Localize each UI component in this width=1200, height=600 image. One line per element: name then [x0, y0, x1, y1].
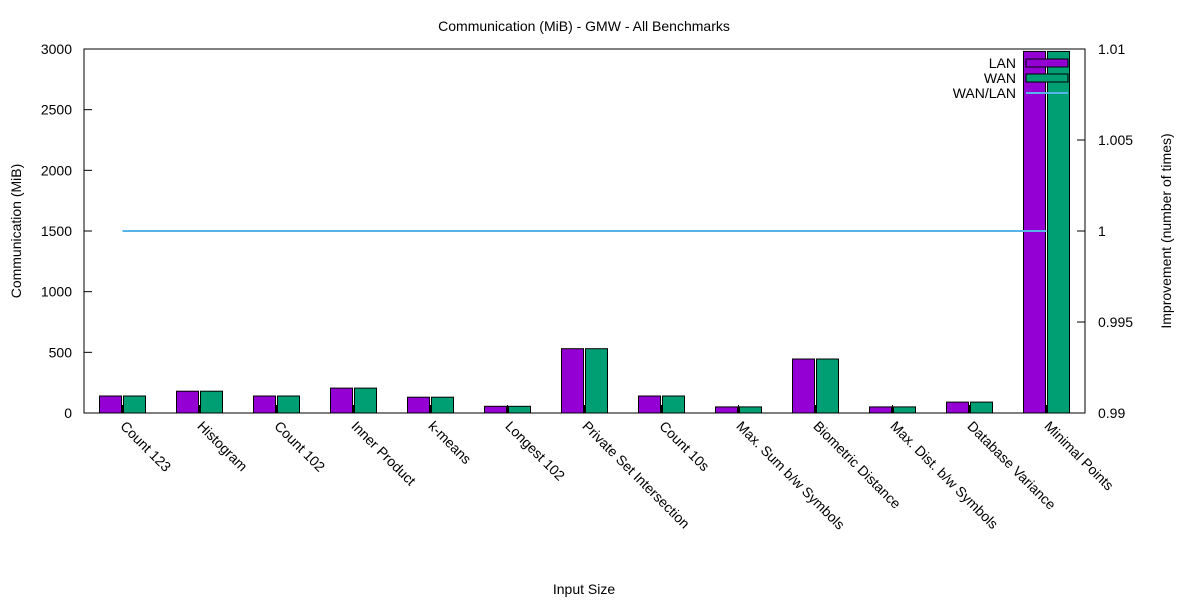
- bar-lan-4: [330, 387, 353, 414]
- x-tick-label: Longest 102: [502, 418, 568, 484]
- bar-lan-11: [869, 406, 892, 414]
- legend-label: LAN: [989, 55, 1016, 71]
- x-tick-label: Count 102: [271, 418, 328, 475]
- y-tick-label: 1500: [41, 223, 72, 239]
- bar-wan-10: [816, 358, 839, 414]
- bar-lan-3: [253, 395, 276, 414]
- x-tick-label: Count 10s: [656, 418, 712, 474]
- bar-wan-6: [508, 405, 531, 414]
- bar-lan-7: [561, 348, 584, 414]
- y-tick-label: 2500: [41, 102, 72, 118]
- y-axis-label: Communication (MiB): [8, 164, 24, 299]
- bar-lan-9: [715, 406, 738, 414]
- y-tick-label: 1000: [41, 284, 72, 300]
- legend-label: WAN/LAN: [953, 85, 1016, 101]
- x-tick-label: Count 123: [117, 418, 174, 475]
- bar-lan-5: [407, 396, 430, 414]
- bar-lan-6: [484, 405, 507, 414]
- chart-title: Communication (MiB) - GMW - All Benchmar…: [438, 18, 730, 34]
- y2-tick-label: 1: [1098, 223, 1106, 239]
- bar-wan-13: [1047, 50, 1070, 414]
- bar-wan-2: [200, 390, 223, 414]
- bar-wan-11: [893, 406, 916, 414]
- bar-lan-10: [792, 358, 815, 414]
- y2-tick-label: 1.01: [1098, 41, 1125, 57]
- x-axis-label: Input Size: [553, 581, 615, 597]
- bar-wan-4: [354, 387, 377, 414]
- bars-group: [99, 50, 1070, 414]
- y2-axis-label: Improvement (number of times): [1158, 133, 1174, 328]
- x-tick-label: Inner Product: [348, 418, 419, 489]
- bar-wan-3: [277, 395, 300, 414]
- bar-lan-8: [638, 395, 661, 414]
- bar-wan-8: [662, 395, 685, 414]
- bar-lan-1: [99, 395, 122, 414]
- x-tick-label: k-means: [425, 418, 474, 467]
- y-tick-label: 500: [49, 344, 73, 360]
- bar-lan-12: [946, 401, 969, 414]
- bar-lan-2: [176, 390, 199, 414]
- x-tick-label: Histogram: [194, 418, 250, 474]
- y2-tick-label: 0.995: [1098, 314, 1133, 330]
- legend-swatch: [1025, 73, 1069, 83]
- y2-tick-label: 1.005: [1098, 132, 1133, 148]
- bar-wan-5: [431, 396, 454, 414]
- legend-label: WAN: [984, 70, 1016, 86]
- y2-tick-label: 0.99: [1098, 405, 1125, 421]
- ticks-group: 0 500 1000 1500 2000 2500 3000 0.99 0.995 1 1.005 1…: [41, 41, 1133, 533]
- bar-wan-9: [739, 406, 762, 414]
- bar-wan-1: [123, 395, 146, 414]
- x-tick-label: Minimal Points: [1041, 418, 1117, 494]
- y-tick-label: 0: [64, 405, 72, 421]
- y-tick-label: 3000: [41, 41, 72, 57]
- legend-swatch: [1025, 58, 1069, 68]
- y-tick-label: 2000: [41, 162, 72, 178]
- bar-wan-12: [970, 401, 993, 414]
- bar-lan-13: [1023, 50, 1046, 414]
- bar-wan-7: [585, 348, 608, 414]
